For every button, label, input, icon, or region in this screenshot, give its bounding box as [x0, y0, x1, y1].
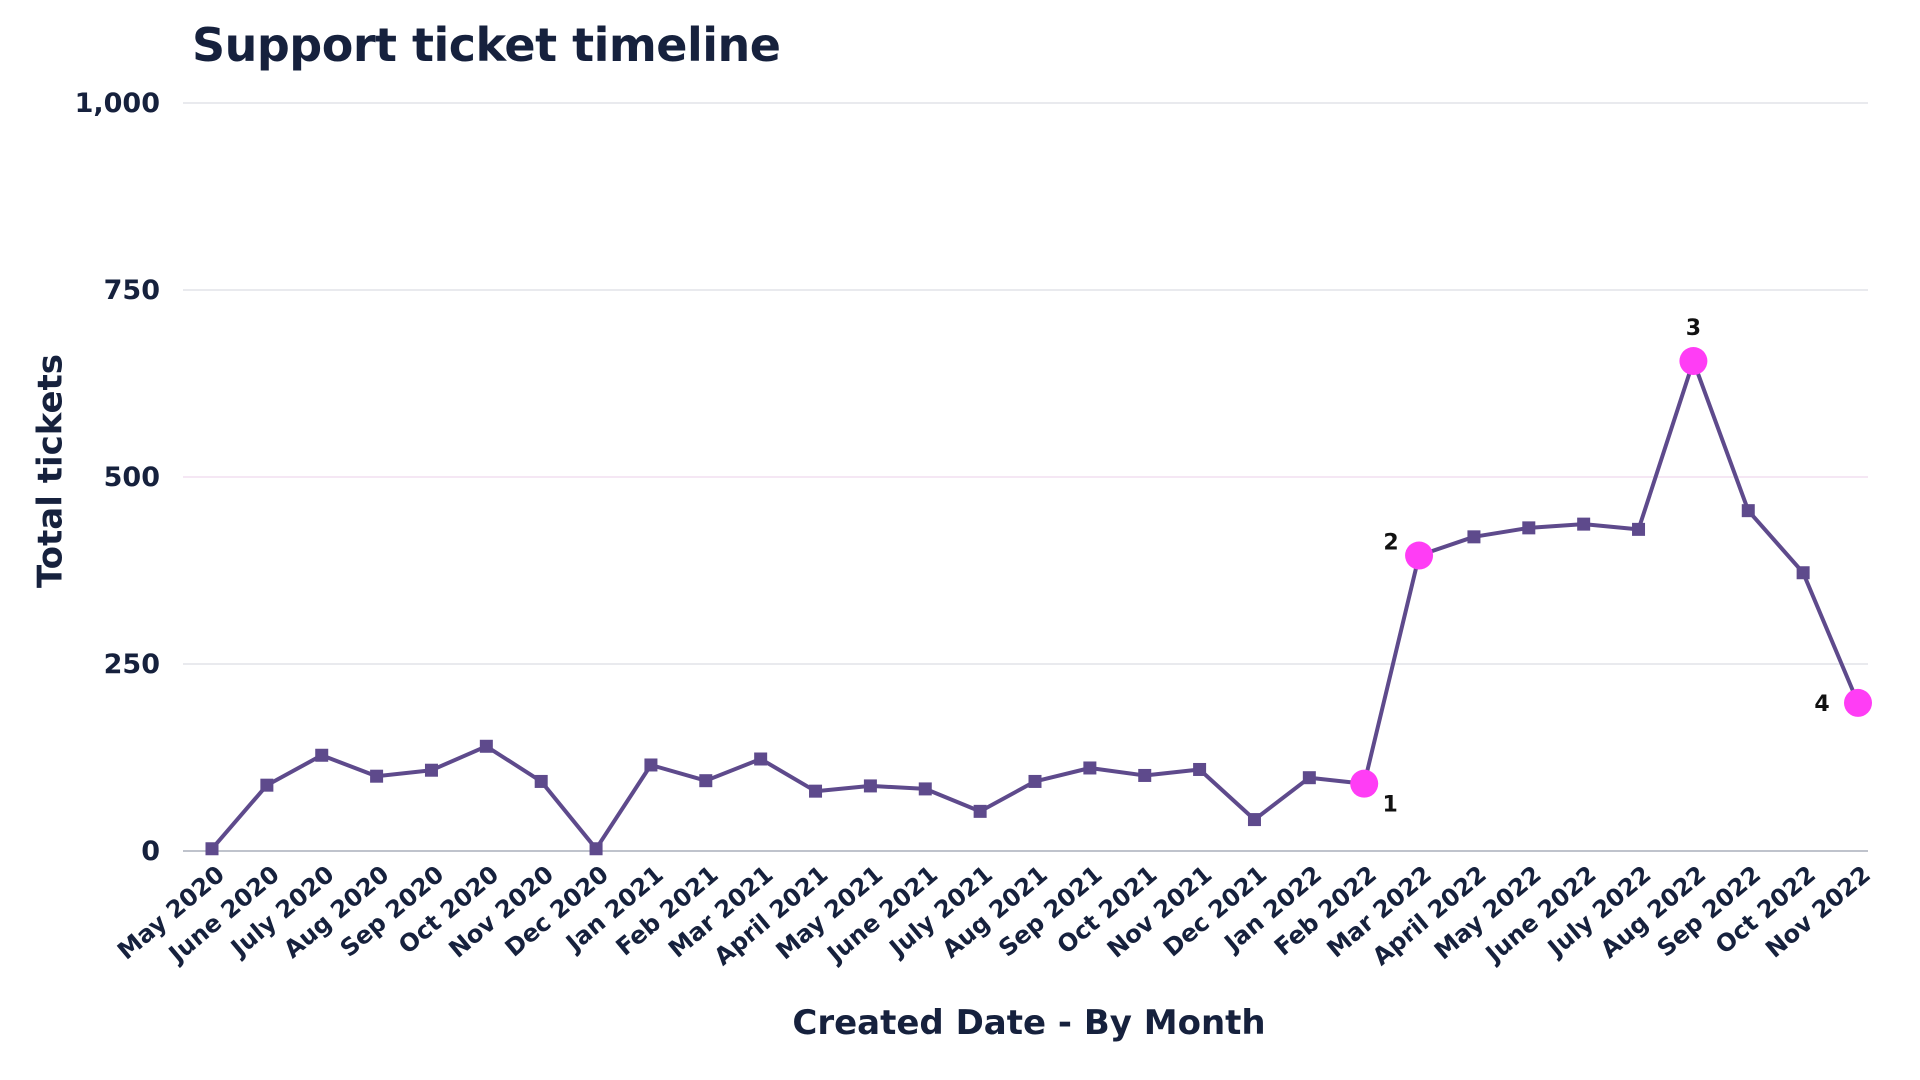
- data-point: [1028, 774, 1042, 788]
- data-point: [1247, 813, 1261, 827]
- data-point: [1741, 504, 1755, 518]
- data-point: [315, 748, 329, 762]
- series-markers: [205, 354, 1865, 856]
- data-point: [534, 774, 548, 788]
- data-point: [424, 763, 438, 777]
- data-point: [479, 739, 493, 753]
- data-point: [1083, 761, 1097, 775]
- annotation-label-1: 1: [1383, 793, 1398, 818]
- annotation-marker-2: [1405, 541, 1434, 570]
- data-point: [973, 804, 987, 818]
- data-point: [754, 752, 768, 766]
- annotation-label-3: 3: [1686, 316, 1701, 341]
- data-point: [1632, 522, 1646, 536]
- data-point: [1193, 762, 1207, 776]
- data-point: [644, 758, 658, 772]
- data-point: [1522, 521, 1536, 535]
- x-axis-title: Created Date - By Month: [792, 1003, 1265, 1043]
- y-tick-label: 1,000: [75, 88, 160, 119]
- chart-title: Support ticket timeline: [192, 18, 781, 72]
- data-point: [1467, 530, 1481, 544]
- data-point: [809, 784, 823, 798]
- data-point: [1138, 768, 1152, 782]
- y-tick-label: 750: [104, 275, 160, 306]
- data-point: [863, 779, 877, 793]
- data-point: [589, 842, 603, 856]
- data-point: [699, 774, 713, 788]
- annotation-marker-4: [1844, 688, 1872, 717]
- data-point: [260, 778, 274, 792]
- annotation-marker-3: [1679, 347, 1708, 376]
- data-point: [918, 782, 932, 796]
- y-tick-label: 250: [104, 649, 160, 680]
- y-tick-label: 500: [104, 462, 160, 493]
- grid-lines: [183, 102, 1868, 852]
- data-point: [370, 769, 384, 783]
- data-point: [1577, 517, 1591, 531]
- annotation-marker-1: [1350, 769, 1379, 798]
- data-point: [205, 842, 219, 856]
- annotation-label-4: 4: [1814, 692, 1829, 717]
- y-axis-title: Total tickets: [31, 354, 71, 588]
- y-axis-ticks: 0 250 500 750 1,000: [75, 88, 160, 867]
- annotation-label-2: 2: [1383, 531, 1398, 556]
- y-tick-label: 0: [141, 836, 160, 867]
- data-point: [1796, 566, 1810, 580]
- data-point: [1302, 771, 1316, 785]
- annotations: 1 2 3 4: [1350, 316, 1872, 818]
